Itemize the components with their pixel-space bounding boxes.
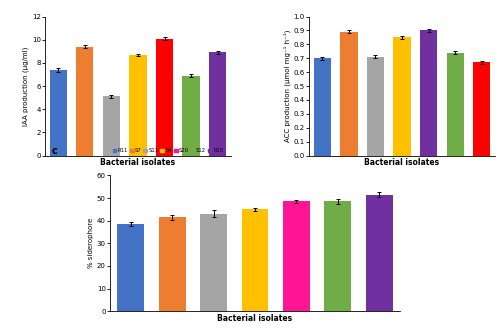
Legend: R11, S7, S11, S4, S20, S12, R15: R11, S7, S11, S4, S20, S12, R15 <box>112 148 224 153</box>
Bar <box>283 202 310 311</box>
Bar <box>366 195 393 311</box>
Bar <box>314 58 331 156</box>
Bar <box>182 76 200 156</box>
Bar <box>103 97 120 156</box>
Bar <box>50 70 67 156</box>
Bar <box>420 30 437 156</box>
Bar <box>242 210 268 311</box>
Bar <box>118 224 144 311</box>
X-axis label: Bacterial isolates: Bacterial isolates <box>100 158 176 167</box>
Text: c: c <box>52 146 58 156</box>
X-axis label: Bacterial isolates: Bacterial isolates <box>364 158 440 167</box>
Bar <box>324 202 351 311</box>
Y-axis label: ACC production (μmol mg⁻¹ h⁻¹): ACC production (μmol mg⁻¹ h⁻¹) <box>284 30 291 142</box>
Bar <box>473 63 490 156</box>
Bar <box>340 32 357 156</box>
X-axis label: Bacterial isolates: Bacterial isolates <box>218 314 292 323</box>
Bar <box>130 55 146 156</box>
Bar <box>76 47 94 156</box>
Bar <box>446 53 464 156</box>
Bar <box>158 217 186 311</box>
Bar <box>394 37 410 156</box>
Bar <box>156 39 173 156</box>
Bar <box>367 57 384 156</box>
Y-axis label: IAA production (μg/ml): IAA production (μg/ml) <box>22 46 29 126</box>
Y-axis label: % siderophore: % siderophore <box>88 218 94 268</box>
Bar <box>200 214 227 311</box>
Bar <box>209 53 226 156</box>
